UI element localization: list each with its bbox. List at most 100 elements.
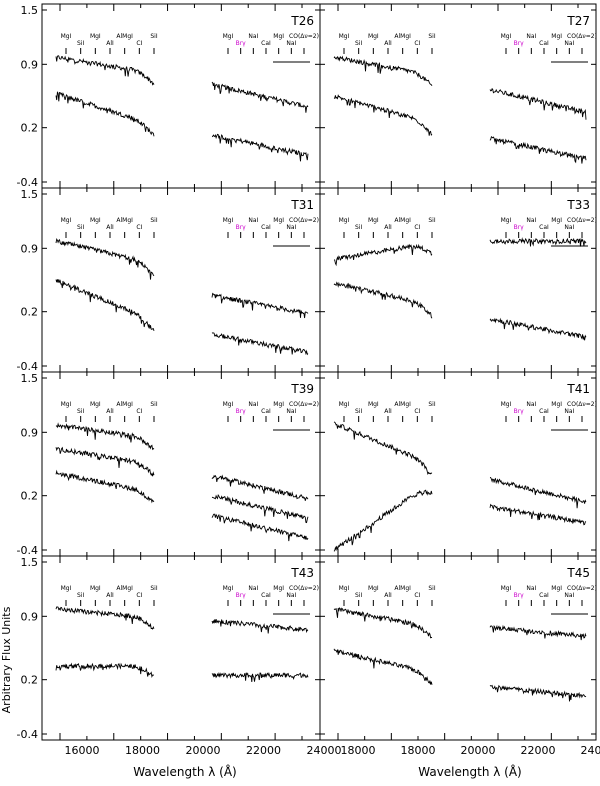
- spectrum-k-series-0: [212, 294, 308, 319]
- x-tick-label-right: 18000: [401, 744, 436, 757]
- panels-layer: 1.50.90.2-0.41.50.90.2-0.41.50.90.2-0.41…: [17, 4, 600, 757]
- spectrum-h-series-1: [334, 95, 432, 135]
- k-line-label: NaI: [248, 401, 258, 408]
- spectrum-k-series-1: [212, 333, 308, 355]
- k-line-label: MgI: [273, 401, 284, 408]
- h-line-label: MgI: [90, 401, 101, 408]
- k-line-label: CO(Δν=2): [289, 217, 319, 224]
- spectrum-h-series-1: [56, 664, 154, 677]
- k-line-label: MgI: [501, 33, 512, 40]
- k-line-label: CaI: [539, 224, 549, 231]
- spectrum-h-series-0: [56, 607, 154, 629]
- h-line-label: AlI: [384, 224, 392, 231]
- spectrum-k-series-0: [490, 239, 586, 247]
- k-line-label: Brγ: [514, 592, 525, 599]
- h-line-label: MgI: [368, 217, 379, 224]
- k-line-label: MgI: [273, 217, 284, 224]
- spectrum-k-series-1: [490, 685, 586, 701]
- k-line-label: CaI: [261, 592, 271, 599]
- h-line-label: MgI: [61, 585, 72, 592]
- h-line-label: AlI: [106, 592, 114, 599]
- k-line-label: NaI: [564, 224, 574, 231]
- k-line-label: NaI: [248, 33, 258, 40]
- h-line-label: AlI: [106, 408, 114, 415]
- x-tick-label-right: 22000: [521, 744, 556, 757]
- spectrum-k-series-0: [212, 476, 308, 501]
- k-line-label: NaI: [286, 408, 296, 415]
- h-line-label: MgI: [368, 401, 379, 408]
- k-line-label: NaI: [564, 408, 574, 415]
- panel-frame: [320, 188, 596, 372]
- h-line-label: MgI: [90, 585, 101, 592]
- y-tick-label: 0.2: [21, 306, 39, 319]
- h-line-label: MgI: [368, 33, 379, 40]
- h-line-label: SiI: [355, 40, 362, 47]
- h-line-label: SiI: [428, 217, 435, 224]
- panel-frame: [320, 372, 596, 556]
- panel-label: T41: [566, 382, 590, 396]
- spectrum-k-series-0: [212, 82, 308, 113]
- x-axis-label-left: Wavelength λ (Å): [133, 764, 237, 779]
- spectrum-h-series-0: [56, 424, 154, 449]
- k-line-label: NaI: [526, 217, 536, 224]
- h-line-label: MgI: [368, 585, 379, 592]
- k-line-label: CO(Δν=2): [289, 585, 319, 592]
- h-line-label: AlI: [106, 40, 114, 47]
- h-line-label: SiI: [355, 408, 362, 415]
- k-line-label: NaI: [564, 40, 574, 47]
- k-line-label: CaI: [539, 592, 549, 599]
- k-line-label: NaI: [564, 592, 574, 599]
- k-line-label: NaI: [286, 40, 296, 47]
- k-line-label: Brγ: [236, 408, 247, 415]
- h-line-label: SiI: [77, 224, 84, 231]
- spectrum-k-series-0: [490, 478, 586, 509]
- y-axis-label: Arbitrary Flux Units: [0, 606, 13, 713]
- h-line-label: AlI: [106, 224, 114, 231]
- h-line-label: AlMgI: [394, 217, 411, 224]
- h-line-label: AlMgI: [116, 585, 133, 592]
- y-tick-label: 0.9: [21, 610, 39, 623]
- spectrum-h-series-1: [334, 283, 432, 319]
- y-tick-label: 0.9: [21, 58, 39, 71]
- k-line-label: MgI: [223, 217, 234, 224]
- k-line-label: NaI: [286, 224, 296, 231]
- k-line-label: NaI: [248, 217, 258, 224]
- spectrum-h-series-0: [56, 56, 154, 85]
- spectrum-k-series-1: [490, 505, 586, 525]
- spectrum-h-series-0: [56, 239, 154, 279]
- panel-frame: [42, 372, 320, 556]
- h-line-label: MgI: [339, 217, 350, 224]
- y-tick-label: 0.2: [21, 490, 39, 503]
- h-line-label: SiI: [355, 224, 362, 231]
- y-tick-label: -0.4: [17, 728, 38, 741]
- h-line-label: AlI: [384, 40, 392, 47]
- spectrum-k-series-1: [212, 673, 308, 682]
- x-tick-label-left: 22000: [246, 744, 281, 757]
- k-line-label: MgI: [223, 33, 234, 40]
- h-line-label: MgI: [339, 33, 350, 40]
- h-line-label: SiI: [77, 40, 84, 47]
- k-line-label: CaI: [261, 40, 271, 47]
- panel-label: T45: [566, 566, 590, 580]
- k-line-label: CO(Δν=2): [567, 33, 597, 40]
- y-tick-label: 0.2: [21, 674, 39, 687]
- k-line-label: NaI: [286, 592, 296, 599]
- k-line-label: Brγ: [236, 224, 247, 231]
- h-line-label: CI: [136, 40, 142, 47]
- h-line-label: SiI: [428, 585, 435, 592]
- h-line-label: AlMgI: [116, 401, 133, 408]
- h-line-label: AlMgI: [116, 217, 133, 224]
- k-line-label: NaI: [248, 585, 258, 592]
- y-tick-label: 1.5: [21, 372, 39, 385]
- x-tick-label-left: 16000: [65, 744, 100, 757]
- k-line-label: MgI: [273, 33, 284, 40]
- h-line-label: CI: [136, 408, 142, 415]
- h-line-label: AlI: [384, 592, 392, 599]
- panel-label: T26: [290, 14, 314, 28]
- spectrum-h-series-1: [334, 649, 432, 685]
